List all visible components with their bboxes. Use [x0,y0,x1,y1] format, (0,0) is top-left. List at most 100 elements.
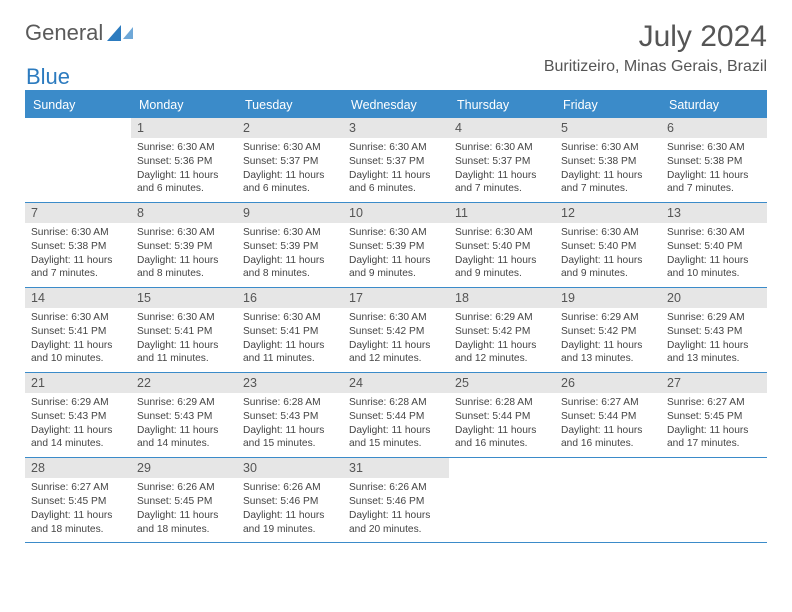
day-body: Sunrise: 6:30 AMSunset: 5:39 PMDaylight:… [237,223,343,287]
sunset-text: Sunset: 5:43 PM [243,410,337,424]
day-number: 27 [661,373,767,393]
daylight-text: Daylight: 11 hours and 15 minutes. [349,424,443,452]
sunrise-text: Sunrise: 6:30 AM [349,311,443,325]
day-number: 16 [237,288,343,308]
day-body: Sunrise: 6:30 AMSunset: 5:39 PMDaylight:… [131,223,237,287]
daylight-text: Daylight: 11 hours and 12 minutes. [455,339,549,367]
day-number: 28 [25,458,131,478]
sunset-text: Sunset: 5:39 PM [137,240,231,254]
sunset-text: Sunset: 5:38 PM [31,240,125,254]
day-number: 20 [661,288,767,308]
calendar-day: 31Sunrise: 6:26 AMSunset: 5:46 PMDayligh… [343,458,449,542]
sunrise-text: Sunrise: 6:30 AM [243,141,337,155]
daylight-text: Daylight: 11 hours and 6 minutes. [243,169,337,197]
logo: General [25,20,133,46]
day-number: 1 [131,118,237,138]
dow-sunday: Sunday [25,92,131,118]
sunrise-text: Sunrise: 6:30 AM [137,226,231,240]
sunset-text: Sunset: 5:42 PM [455,325,549,339]
calendar-day: 25Sunrise: 6:28 AMSunset: 5:44 PMDayligh… [449,373,555,457]
day-body: Sunrise: 6:30 AMSunset: 5:36 PMDaylight:… [131,138,237,202]
day-number: 19 [555,288,661,308]
sunrise-text: Sunrise: 6:30 AM [561,141,655,155]
sunset-text: Sunset: 5:40 PM [455,240,549,254]
sunset-text: Sunset: 5:37 PM [243,155,337,169]
calendar-body: 1Sunrise: 6:30 AMSunset: 5:36 PMDaylight… [25,118,767,543]
sunset-text: Sunset: 5:43 PM [31,410,125,424]
sunrise-text: Sunrise: 6:29 AM [561,311,655,325]
sunset-text: Sunset: 5:41 PM [243,325,337,339]
day-number: 31 [343,458,449,478]
day-number: 30 [237,458,343,478]
calendar-day: 22Sunrise: 6:29 AMSunset: 5:43 PMDayligh… [131,373,237,457]
calendar-day: 11Sunrise: 6:30 AMSunset: 5:40 PMDayligh… [449,203,555,287]
daylight-text: Daylight: 11 hours and 12 minutes. [349,339,443,367]
day-body: Sunrise: 6:30 AMSunset: 5:40 PMDaylight:… [449,223,555,287]
sunrise-text: Sunrise: 6:30 AM [667,226,761,240]
dow-thursday: Thursday [449,92,555,118]
daylight-text: Daylight: 11 hours and 18 minutes. [137,509,231,537]
sunrise-text: Sunrise: 6:30 AM [31,311,125,325]
calendar-day [449,458,555,542]
calendar-day: 18Sunrise: 6:29 AMSunset: 5:42 PMDayligh… [449,288,555,372]
daylight-text: Daylight: 11 hours and 14 minutes. [137,424,231,452]
calendar-day: 17Sunrise: 6:30 AMSunset: 5:42 PMDayligh… [343,288,449,372]
sunset-text: Sunset: 5:38 PM [667,155,761,169]
calendar-day: 29Sunrise: 6:26 AMSunset: 5:45 PMDayligh… [131,458,237,542]
sunset-text: Sunset: 5:43 PM [667,325,761,339]
daylight-text: Daylight: 11 hours and 9 minutes. [455,254,549,282]
daylight-text: Daylight: 11 hours and 6 minutes. [137,169,231,197]
calendar-day: 24Sunrise: 6:28 AMSunset: 5:44 PMDayligh… [343,373,449,457]
logo-triangle-icon [107,25,121,41]
sunset-text: Sunset: 5:40 PM [561,240,655,254]
day-body: Sunrise: 6:27 AMSunset: 5:44 PMDaylight:… [555,393,661,457]
daylight-text: Daylight: 11 hours and 19 minutes. [243,509,337,537]
day-number: 26 [555,373,661,393]
day-body: Sunrise: 6:30 AMSunset: 5:42 PMDaylight:… [343,308,449,372]
sunset-text: Sunset: 5:42 PM [349,325,443,339]
day-body: Sunrise: 6:30 AMSunset: 5:40 PMDaylight:… [555,223,661,287]
sunrise-text: Sunrise: 6:30 AM [667,141,761,155]
daylight-text: Daylight: 11 hours and 8 minutes. [243,254,337,282]
daylight-text: Daylight: 11 hours and 18 minutes. [31,509,125,537]
day-number: 4 [449,118,555,138]
day-body: Sunrise: 6:26 AMSunset: 5:45 PMDaylight:… [131,478,237,542]
day-number: 22 [131,373,237,393]
sunrise-text: Sunrise: 6:30 AM [349,141,443,155]
day-body: Sunrise: 6:26 AMSunset: 5:46 PMDaylight:… [237,478,343,542]
calendar-day: 16Sunrise: 6:30 AMSunset: 5:41 PMDayligh… [237,288,343,372]
calendar-week: 14Sunrise: 6:30 AMSunset: 5:41 PMDayligh… [25,288,767,373]
calendar-day: 9Sunrise: 6:30 AMSunset: 5:39 PMDaylight… [237,203,343,287]
day-number: 24 [343,373,449,393]
day-body: Sunrise: 6:30 AMSunset: 5:38 PMDaylight:… [661,138,767,202]
sunrise-text: Sunrise: 6:28 AM [349,396,443,410]
calendar-week: 1Sunrise: 6:30 AMSunset: 5:36 PMDaylight… [25,118,767,203]
daylight-text: Daylight: 11 hours and 13 minutes. [561,339,655,367]
calendar-day: 3Sunrise: 6:30 AMSunset: 5:37 PMDaylight… [343,118,449,202]
daylight-text: Daylight: 11 hours and 7 minutes. [667,169,761,197]
calendar-day: 21Sunrise: 6:29 AMSunset: 5:43 PMDayligh… [25,373,131,457]
day-number: 17 [343,288,449,308]
sunrise-text: Sunrise: 6:26 AM [243,481,337,495]
day-body: Sunrise: 6:30 AMSunset: 5:39 PMDaylight:… [343,223,449,287]
day-number: 13 [661,203,767,223]
daylight-text: Daylight: 11 hours and 11 minutes. [243,339,337,367]
day-body: Sunrise: 6:29 AMSunset: 5:42 PMDaylight:… [555,308,661,372]
location-text: Buritizeiro, Minas Gerais, Brazil [544,58,767,76]
sunrise-text: Sunrise: 6:30 AM [349,226,443,240]
calendar-day: 4Sunrise: 6:30 AMSunset: 5:37 PMDaylight… [449,118,555,202]
sunrise-text: Sunrise: 6:27 AM [561,396,655,410]
sunset-text: Sunset: 5:42 PM [561,325,655,339]
sunset-text: Sunset: 5:39 PM [243,240,337,254]
day-number: 5 [555,118,661,138]
sunrise-text: Sunrise: 6:26 AM [349,481,443,495]
day-number: 12 [555,203,661,223]
day-number: 14 [25,288,131,308]
sunset-text: Sunset: 5:46 PM [243,495,337,509]
day-number: 29 [131,458,237,478]
sunrise-text: Sunrise: 6:30 AM [455,226,549,240]
daylight-text: Daylight: 11 hours and 16 minutes. [561,424,655,452]
day-number: 23 [237,373,343,393]
calendar-day: 27Sunrise: 6:27 AMSunset: 5:45 PMDayligh… [661,373,767,457]
day-body: Sunrise: 6:30 AMSunset: 5:38 PMDaylight:… [555,138,661,202]
